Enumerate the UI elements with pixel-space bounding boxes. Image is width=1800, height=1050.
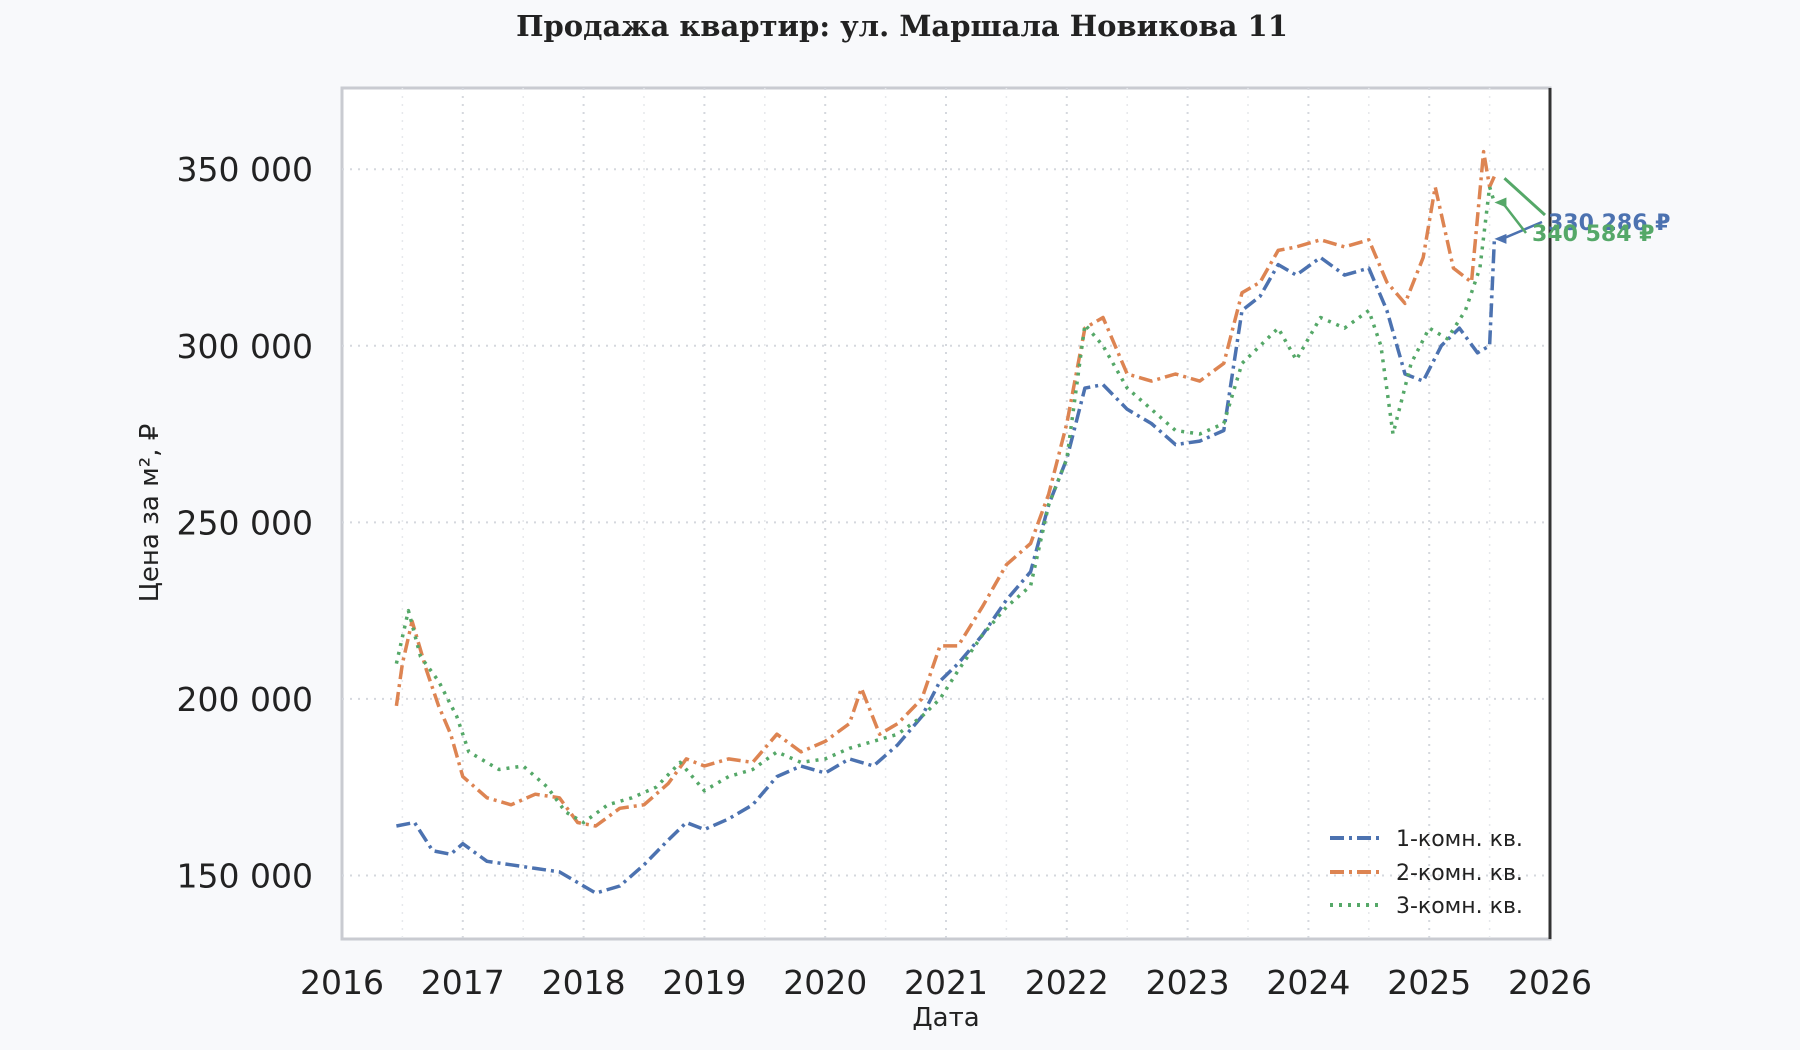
annotation-arrow [1503, 177, 1547, 217]
x-axis-ticks: 2016 2017 2018 2019 2020 2021 2022 2023 2024 2025… [300, 963, 1592, 1002]
annotation-arrowhead [1494, 197, 1507, 208]
x-tick-label: 2016 [300, 963, 384, 1002]
annotation-label: 340 584 ₽ [1532, 222, 1654, 247]
legend-entry: 3-комн. кв. [1396, 894, 1523, 919]
x-tick-label: 2017 [421, 963, 505, 1002]
x-tick-label: 2019 [662, 963, 746, 1002]
y-tick-label: 200 000 [177, 680, 313, 719]
x-tick-label: 2025 [1387, 963, 1471, 1002]
x-tick-label: 2020 [783, 963, 867, 1002]
x-tick-label: 2021 [904, 963, 988, 1002]
y-axis-label: Цена за м², ₽ [135, 424, 165, 603]
grid [342, 88, 1550, 939]
x-axis-label: Дата [912, 1003, 979, 1033]
y-tick-label: 250 000 [177, 503, 313, 542]
annotation-arrow [1501, 220, 1543, 240]
series-lines [394, 149, 1497, 895]
x-tick-label: 2018 [542, 963, 626, 1002]
annotation-arrow [1501, 201, 1527, 234]
annotation-arrowhead [1494, 233, 1507, 244]
y-tick-label: 350 000 [177, 150, 313, 189]
x-tick-label: 2022 [1025, 963, 1109, 1002]
series-line-3 [394, 185, 1497, 825]
x-tick-label: 2024 [1266, 963, 1350, 1002]
y-tick-label: 300 000 [177, 327, 313, 366]
series-line-1 [396, 238, 1497, 895]
x-tick-label: 2026 [1508, 963, 1592, 1002]
x-tick-label: 2023 [1146, 963, 1230, 1002]
legend: 1-комн. кв. 2-комн. кв. 3-комн. кв. [1330, 827, 1523, 919]
annotation-label: 330 286 ₽ [1548, 211, 1670, 236]
annotations: 330 286 ₽340 584 ₽ [1494, 177, 1670, 247]
legend-entry: 2-комн. кв. [1396, 861, 1523, 886]
chart-title: Продажа квартир: ул. Маршала Новикова 11 [516, 9, 1288, 43]
legend-entry: 1-комн. кв. [1396, 827, 1523, 852]
series-line-2 [394, 149, 1496, 828]
y-axis-ticks: 150 000 200 000 250 000 300 000 350 000 [177, 150, 313, 895]
y-tick-label: 150 000 [177, 856, 313, 895]
